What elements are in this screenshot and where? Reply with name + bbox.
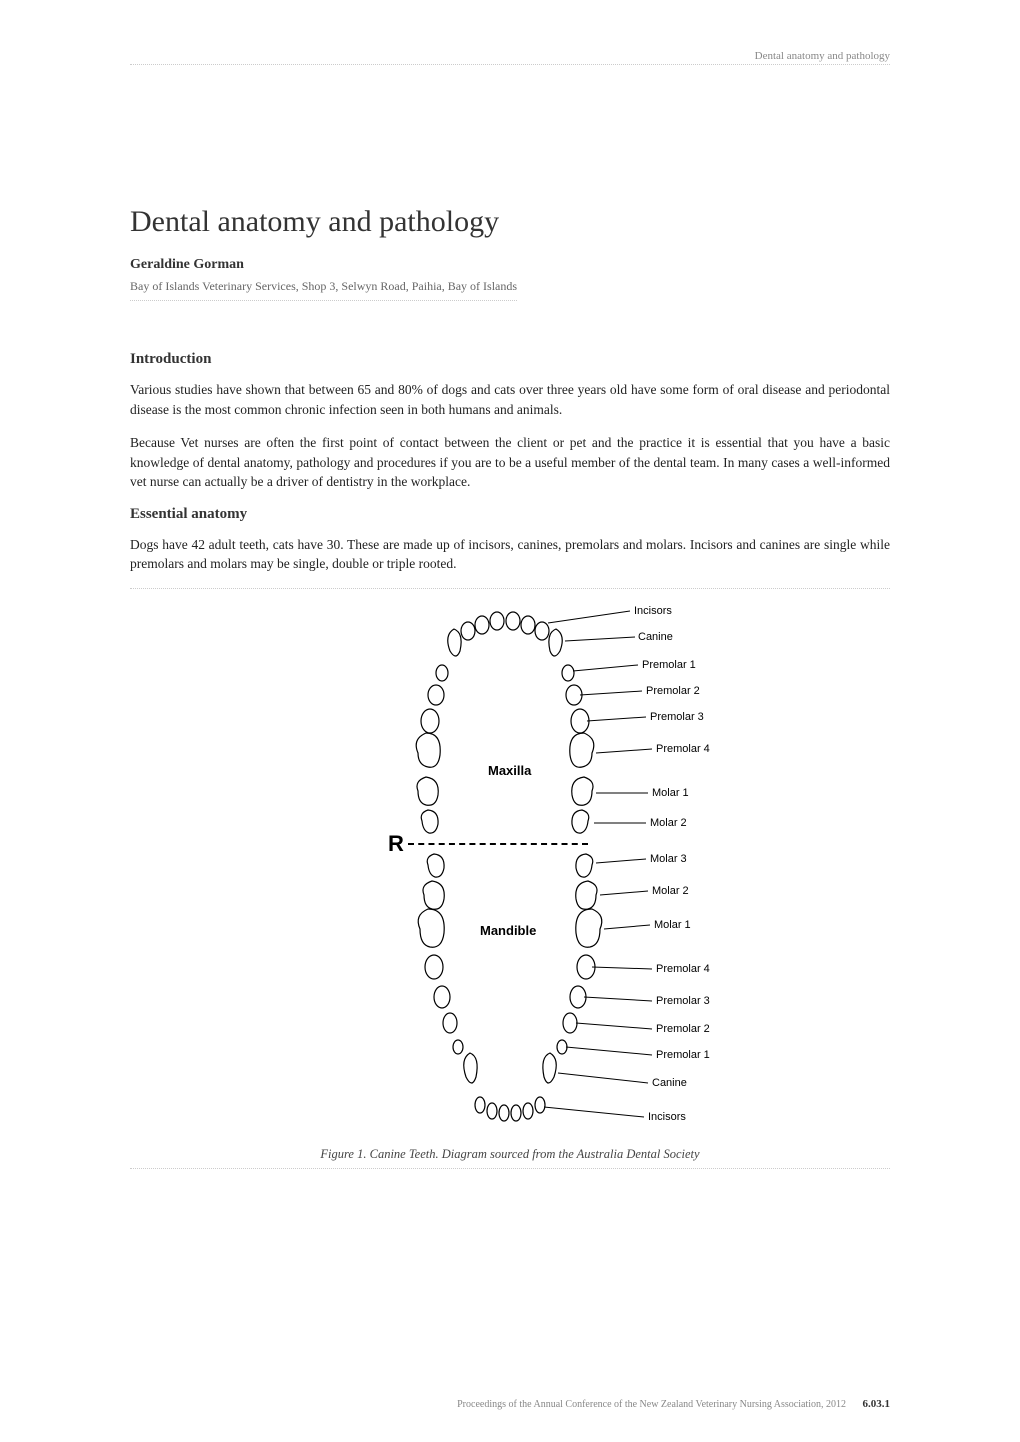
section-heading-introduction: Introduction	[130, 351, 890, 368]
label-molar2-upper: Molar 2	[650, 817, 687, 829]
label-canine-upper: Canine	[638, 631, 673, 643]
page-container: Dental anatomy and pathology Dental anat…	[0, 0, 1020, 1209]
anatomy-paragraph-1: Dogs have 42 adult teeth, cats have 30. …	[130, 535, 890, 574]
label-premolar2-lower: Premolar 2	[656, 1023, 710, 1035]
figure-1: Maxilla Mandible R Incisors Canine Premo…	[130, 588, 890, 1169]
label-premolar1-lower: Premolar 1	[656, 1049, 710, 1061]
label-premolar3-upper: Premolar 3	[650, 711, 704, 723]
diagram-label-r: R	[388, 831, 404, 857]
label-canine-lower: Canine	[652, 1077, 687, 1089]
diagram-label-mandible: Mandible	[480, 923, 536, 938]
diagram-midline	[408, 843, 588, 845]
label-premolar1-upper: Premolar 1	[642, 659, 696, 671]
label-incisors-upper: Incisors	[634, 605, 672, 617]
intro-paragraph-1: Various studies have shown that between …	[130, 380, 890, 419]
footer-page-number: 6.03.1	[863, 1398, 891, 1410]
label-molar1-lower: Molar 1	[654, 919, 691, 931]
intro-paragraph-2: Because Vet nurses are often the first p…	[130, 433, 890, 492]
section-heading-essential-anatomy: Essential anatomy	[130, 506, 890, 523]
author-name: Geraldine Gorman	[130, 257, 890, 273]
teeth-diagram-svg	[300, 603, 720, 1143]
page-title: Dental anatomy and pathology	[130, 205, 890, 239]
figure-caption: Figure 1. Canine Teeth. Diagram sourced …	[130, 1147, 890, 1169]
label-molar2-lower: Molar 2	[652, 885, 689, 897]
footer-proceedings: Proceedings of the Annual Conference of …	[457, 1399, 846, 1410]
label-molar1-upper: Molar 1	[652, 787, 689, 799]
header-divider	[130, 64, 890, 65]
label-premolar4-lower: Premolar 4	[656, 963, 710, 975]
running-title: Dental anatomy and pathology	[130, 50, 890, 62]
page-footer: Proceedings of the Annual Conference of …	[457, 1398, 890, 1410]
label-premolar3-lower: Premolar 3	[656, 995, 710, 1007]
label-premolar4-upper: Premolar 4	[656, 743, 710, 755]
author-affiliation: Bay of Islands Veterinary Services, Shop…	[130, 279, 517, 301]
label-molar3-lower: Molar 3	[650, 853, 687, 865]
diagram-label-maxilla: Maxilla	[488, 763, 531, 778]
label-premolar2-upper: Premolar 2	[646, 685, 700, 697]
teeth-diagram: Maxilla Mandible R Incisors Canine Premo…	[300, 603, 720, 1143]
label-incisors-lower: Incisors	[648, 1111, 686, 1123]
